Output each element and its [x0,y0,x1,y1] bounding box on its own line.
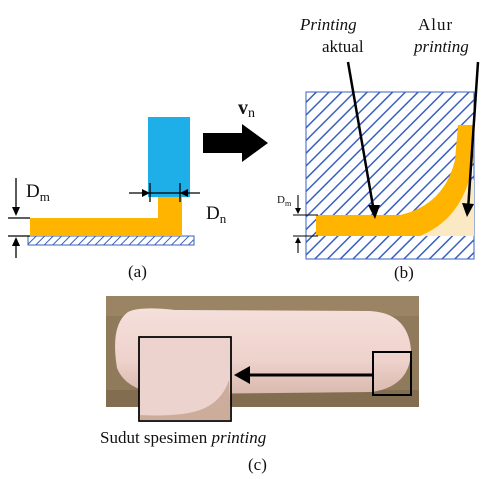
velocity-label: vn [238,97,255,121]
panel-c-label: (c) [248,455,267,474]
printing-aktual-arrow [346,61,376,213]
panel-c: Sudut spesimen printing (c) [100,296,419,474]
dm-dimension-b [293,195,318,253]
alur-printing-arrow [466,61,480,211]
velocity-arrow [203,124,268,162]
panel-a: vn Dm Dn (a) [8,97,268,281]
panel-c-caption: Sudut spesimen printing [100,428,266,447]
panel-a-label: (a) [128,262,147,281]
extruded-bead [30,197,182,236]
nozzle [148,117,190,197]
dm-dimension [8,178,30,258]
dn-dimension [129,183,200,202]
dn-label: Dn [206,203,227,226]
printing-aktual-label-2: aktual [322,37,364,56]
printing-path-area [420,180,474,236]
printing-aktual-label: Printing [299,15,357,34]
panel-b-label: (b) [394,263,414,282]
alur-printing-label: Alur [418,15,453,34]
actual-print-bead [316,125,474,236]
dm-label-b: Dm [277,194,292,208]
print-bed [27,235,195,246]
alur-printing-label-2: printing [413,37,469,56]
panel-b: Dm Printing aktual Alur printing (b) [277,15,480,282]
dm-label: Dm [26,181,50,204]
